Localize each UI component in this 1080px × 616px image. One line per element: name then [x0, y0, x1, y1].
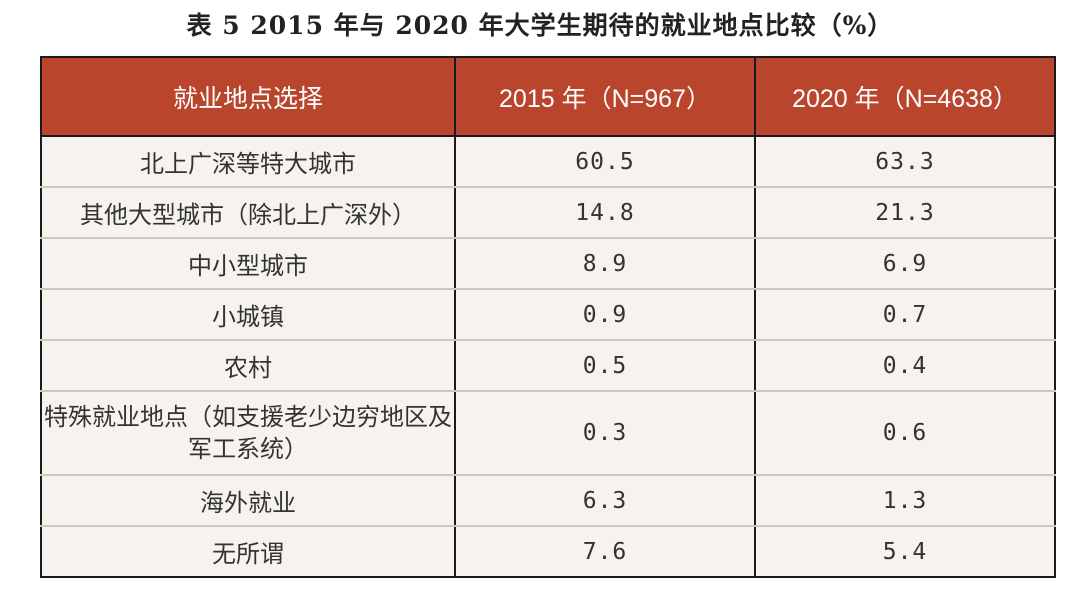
row-location: 小城镇 [40, 289, 456, 341]
table-row: 中小型城市 8.9 6.9 [40, 238, 1056, 290]
row-location: 其他大型城市（除北上广深外） [40, 187, 456, 239]
table-row: 无所谓 7.6 5.4 [40, 526, 1056, 578]
row-location: 海外就业 [40, 475, 456, 527]
row-value-2020: 0.6 [754, 391, 1056, 476]
table-row: 其他大型城市（除北上广深外） 14.8 21.3 [40, 187, 1056, 239]
row-value-2020: 21.3 [754, 187, 1056, 239]
row-value-2020: 0.4 [754, 340, 1056, 392]
row-value-2015: 8.9 [454, 238, 756, 290]
employment-location-table: 就业地点选择 2015 年（N=967） 2020 年（N=4638） 北上广深… [40, 56, 1056, 578]
row-value-2015: 60.5 [454, 136, 756, 188]
header-2020: 2020 年（N=4638） [754, 56, 1056, 137]
row-value-2015: 0.9 [454, 289, 756, 341]
table-row: 小城镇 0.9 0.7 [40, 289, 1056, 341]
row-location: 北上广深等特大城市 [40, 136, 456, 188]
table-title: 表 5 2015 年与 2020 年大学生期待的就业地点比较（%） [186, 11, 894, 40]
header-2015: 2015 年（N=967） [454, 56, 756, 137]
table-row: 特殊就业地点（如支援老少边穷地区及军工系统） 0.3 0.6 [40, 391, 1056, 476]
row-value-2015: 0.3 [454, 391, 756, 476]
row-value-2015: 6.3 [454, 475, 756, 527]
header-row: 就业地点选择 2015 年（N=967） 2020 年（N=4638） [40, 56, 1056, 137]
row-location: 农村 [40, 340, 456, 392]
table-row: 海外就业 6.3 1.3 [40, 475, 1056, 527]
row-value-2015: 7.6 [454, 526, 756, 578]
row-value-2020: 5.4 [754, 526, 1056, 578]
row-value-2020: 0.7 [754, 289, 1056, 341]
row-value-2020: 6.9 [754, 238, 1056, 290]
row-location: 特殊就业地点（如支援老少边穷地区及军工系统） [40, 391, 456, 476]
table-row: 北上广深等特大城市 60.5 63.3 [40, 136, 1056, 188]
table-row: 农村 0.5 0.4 [40, 340, 1056, 392]
row-value-2020: 63.3 [754, 136, 1056, 188]
row-location: 无所谓 [40, 526, 456, 578]
row-value-2015: 14.8 [454, 187, 756, 239]
row-value-2020: 1.3 [754, 475, 1056, 527]
row-location: 中小型城市 [40, 238, 456, 290]
row-value-2015: 0.5 [454, 340, 756, 392]
header-location: 就业地点选择 [40, 56, 456, 137]
